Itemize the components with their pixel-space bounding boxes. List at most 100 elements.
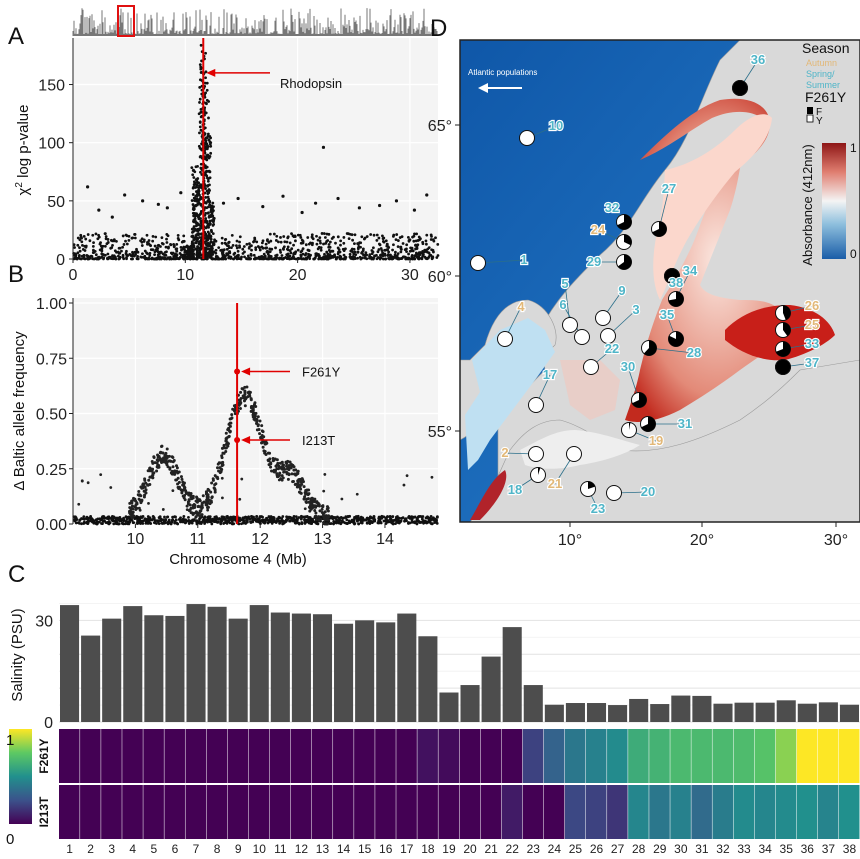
data-point-a bbox=[391, 248, 394, 252]
site-label-30: 30 bbox=[621, 359, 635, 374]
data-point-b bbox=[241, 516, 245, 520]
data-point-a bbox=[249, 252, 253, 256]
category-label: 24 bbox=[548, 842, 562, 856]
data-point-b bbox=[261, 515, 264, 519]
data-point-b bbox=[251, 408, 255, 412]
data-point-b bbox=[168, 467, 172, 471]
data-point-b bbox=[224, 450, 228, 454]
data-point-b bbox=[207, 488, 211, 492]
data-point-b bbox=[220, 476, 224, 480]
data-point-a bbox=[82, 256, 86, 260]
y-axis-label-b: Δ Baltic allele frequency bbox=[11, 331, 28, 491]
data-point-a bbox=[326, 255, 330, 259]
data-point-b bbox=[195, 511, 199, 515]
data-point-a bbox=[76, 251, 80, 255]
data-point-b bbox=[258, 519, 261, 522]
data-point-a bbox=[415, 232, 419, 236]
data-point-a bbox=[368, 253, 372, 257]
site-marker-23 bbox=[580, 481, 596, 497]
data-point-a bbox=[292, 235, 296, 239]
data-point-b bbox=[250, 515, 253, 518]
heatmap-cell bbox=[269, 729, 291, 783]
data-point-a bbox=[231, 257, 235, 261]
data-point-b bbox=[232, 515, 236, 519]
y-tick-label-a: 50 bbox=[47, 194, 65, 211]
data-point-a bbox=[241, 252, 245, 255]
data-point-b bbox=[286, 459, 290, 463]
data-point-a bbox=[300, 238, 304, 242]
data-point-a bbox=[115, 239, 118, 243]
data-point-b bbox=[313, 505, 317, 509]
site-marker-35 bbox=[668, 331, 684, 347]
data-point-a bbox=[385, 248, 389, 252]
heatmap-cell bbox=[59, 729, 80, 783]
data-point-a bbox=[127, 234, 131, 238]
data-point-a bbox=[364, 251, 368, 255]
panel-letter-d: D bbox=[430, 15, 447, 42]
data-point-a bbox=[401, 242, 405, 245]
data-point-a bbox=[194, 178, 198, 181]
category-label: 7 bbox=[193, 842, 200, 856]
data-point-b bbox=[372, 519, 375, 523]
heatmap-cell bbox=[143, 785, 164, 839]
data-point-a bbox=[341, 257, 345, 261]
data-point-b bbox=[435, 515, 439, 519]
data-point-b bbox=[224, 446, 228, 450]
data-point-a bbox=[116, 250, 120, 254]
data-point-a bbox=[179, 245, 183, 249]
data-point-a bbox=[363, 256, 367, 260]
data-point-b bbox=[360, 519, 364, 523]
data-point-a bbox=[149, 244, 153, 248]
data-point-b bbox=[238, 519, 242, 523]
data-point-b bbox=[313, 497, 317, 501]
site-marker-22 bbox=[583, 359, 599, 375]
data-point-b bbox=[82, 520, 86, 524]
category-label: 19 bbox=[442, 842, 456, 856]
data-point-b bbox=[167, 454, 171, 458]
data-point-b bbox=[369, 515, 373, 519]
data-point-a bbox=[185, 245, 189, 249]
data-point-a bbox=[288, 241, 292, 245]
heatmap-cell bbox=[185, 729, 207, 783]
data-point-a bbox=[301, 252, 305, 256]
data-point-a bbox=[83, 244, 87, 248]
data-point-b bbox=[249, 521, 253, 524]
data-point-b bbox=[135, 521, 139, 525]
salinity-bar bbox=[650, 704, 670, 722]
data-point-a bbox=[147, 239, 151, 242]
data-point-b bbox=[413, 520, 417, 524]
data-point-a bbox=[209, 208, 213, 212]
data-point-a bbox=[196, 237, 200, 241]
site-marker-3 bbox=[600, 328, 616, 344]
data-point-a bbox=[395, 254, 399, 258]
data-point-a bbox=[220, 236, 224, 240]
data-point-b bbox=[303, 507, 307, 511]
data-point-a bbox=[76, 236, 80, 240]
y-tick-label-c: 0 bbox=[44, 715, 53, 732]
y-tick-label-b: 0.25 bbox=[36, 462, 67, 479]
data-point-a bbox=[81, 244, 84, 247]
data-point-b bbox=[260, 429, 264, 433]
data-point-a bbox=[378, 242, 381, 246]
data-point-b bbox=[151, 473, 155, 477]
data-point-b bbox=[128, 509, 132, 513]
site-marker-30 bbox=[631, 392, 647, 408]
data-point-b bbox=[219, 522, 223, 526]
data-point-b bbox=[284, 520, 288, 524]
data-point-b bbox=[237, 403, 241, 407]
heatmap-cell bbox=[501, 785, 523, 839]
data-point-a bbox=[165, 206, 169, 210]
site-label-25: 25 bbox=[805, 317, 819, 332]
data-point-b bbox=[296, 482, 300, 485]
chart-a: Rhodopsin 0 50 100 150 0 10 20 30 χ2 log p-valu… bbox=[14, 38, 440, 284]
data-point-a bbox=[250, 248, 253, 252]
data-point-b bbox=[127, 522, 131, 526]
data-point-a bbox=[94, 257, 98, 261]
data-point-a bbox=[158, 257, 161, 261]
data-point-a bbox=[313, 257, 316, 261]
data-point-b bbox=[204, 503, 208, 507]
data-point-b bbox=[429, 515, 433, 518]
data-point-a bbox=[203, 151, 207, 155]
data-point-b bbox=[271, 457, 275, 461]
data-point-b bbox=[338, 521, 342, 525]
